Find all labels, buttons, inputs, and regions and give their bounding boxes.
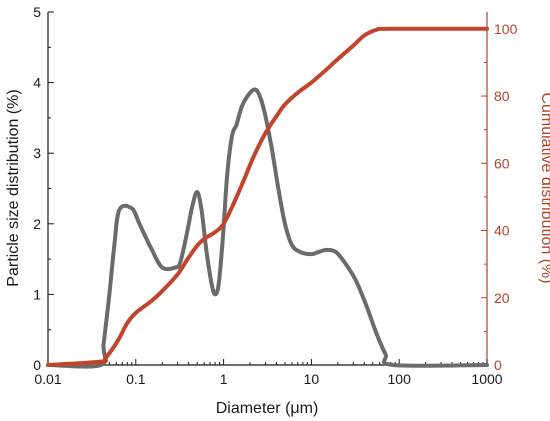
y-right-tick-label: 60 xyxy=(494,155,510,171)
x-tick-label: 1 xyxy=(220,371,228,387)
y-right-tick-label: 40 xyxy=(494,223,510,239)
y-left-tick-label: 2 xyxy=(33,216,41,232)
y-left-tick-label: 1 xyxy=(33,286,41,302)
x-tick-label: 1000 xyxy=(471,371,502,387)
y-left-tick-label: 3 xyxy=(33,145,41,161)
series-layer xyxy=(46,26,489,369)
y-left-tick-label: 0 xyxy=(33,357,41,373)
x-tick-label: 10 xyxy=(304,371,320,387)
y-left-tick-label: 5 xyxy=(33,4,41,20)
cumulative-distribution-line xyxy=(46,26,489,367)
x-axis-title: Diameter (μm) xyxy=(216,400,319,417)
y-axis-right-title: Cumulative distribution (%) xyxy=(538,92,550,283)
y-right-tick-label: 20 xyxy=(494,290,510,306)
y-right-tick-label: 100 xyxy=(494,21,518,37)
particle-size-distribution-line xyxy=(46,87,489,369)
x-tick-label: 100 xyxy=(388,371,412,387)
y-axis-left-title: Particle size distribution (%) xyxy=(5,89,22,286)
x-tick-label: 0.01 xyxy=(34,371,61,387)
y-right-tick-label: 80 xyxy=(494,88,510,104)
y-right-tick-label: 0 xyxy=(494,357,502,373)
x-tick-label: 0.1 xyxy=(126,371,146,387)
y-left-tick-label: 4 xyxy=(33,75,41,91)
